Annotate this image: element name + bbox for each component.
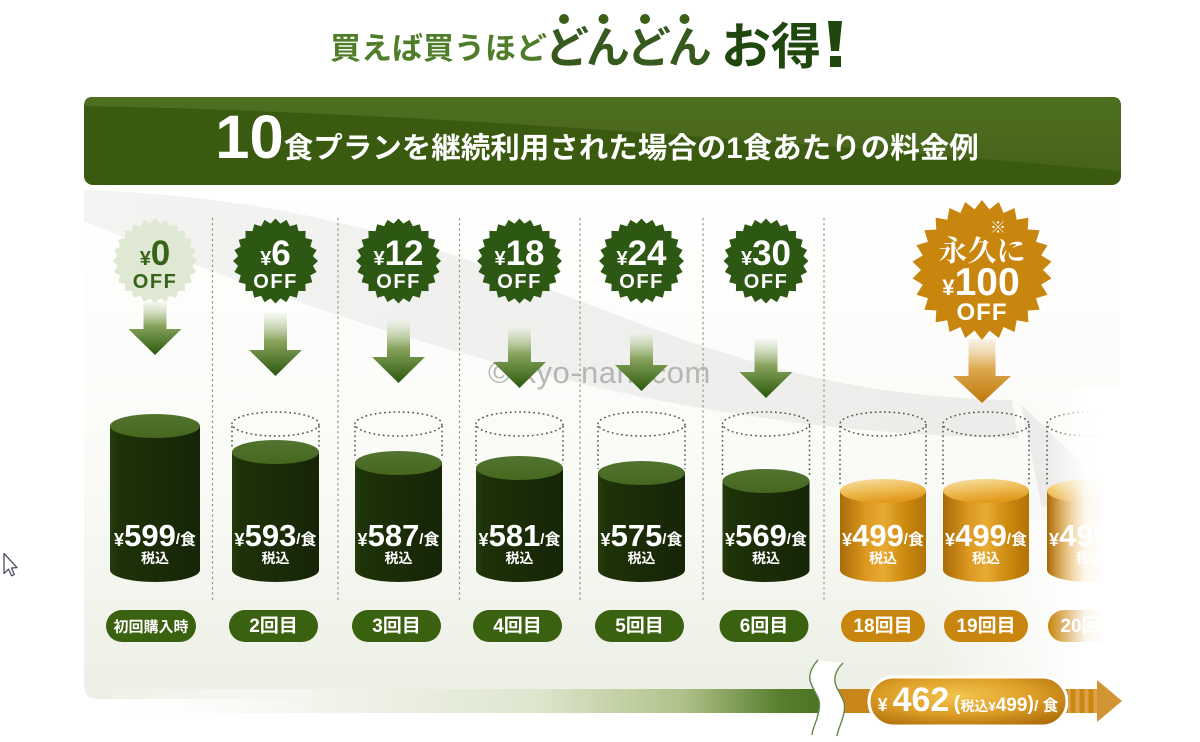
svg-text:¥: ¥ xyxy=(741,248,753,270)
svg-text:¥: ¥ xyxy=(942,275,955,300)
svg-text:OFF: OFF xyxy=(957,299,1008,326)
svg-text:/: / xyxy=(176,531,181,548)
svg-text:¥: ¥ xyxy=(842,530,852,550)
svg-text:18: 18 xyxy=(506,234,545,273)
svg-text:2: 2 xyxy=(249,616,260,637)
svg-text:599: 599 xyxy=(124,518,176,553)
svg-text:499: 499 xyxy=(996,695,1028,716)
svg-text:¥: ¥ xyxy=(358,530,368,550)
svg-text:19: 19 xyxy=(956,616,977,637)
svg-text:3: 3 xyxy=(372,616,383,637)
svg-text:6: 6 xyxy=(740,616,751,637)
svg-text:OFF: OFF xyxy=(497,271,542,293)
svg-text:18: 18 xyxy=(853,616,874,637)
svg-text:¥: ¥ xyxy=(495,248,507,270)
svg-text:6: 6 xyxy=(271,234,290,273)
svg-text:/: / xyxy=(419,531,424,548)
svg-text:/: / xyxy=(662,531,667,548)
svg-text:12: 12 xyxy=(385,234,424,273)
svg-text:¥: ¥ xyxy=(235,530,245,550)
svg-text:OFF: OFF xyxy=(133,271,178,293)
svg-text:¥: ¥ xyxy=(989,699,997,714)
svg-text:499: 499 xyxy=(852,518,904,553)
svg-text:OFF: OFF xyxy=(253,271,297,293)
svg-text:569: 569 xyxy=(735,518,787,553)
svg-text:575: 575 xyxy=(611,518,663,553)
svg-text:): ) xyxy=(1027,693,1034,715)
svg-text:¥: ¥ xyxy=(617,248,629,270)
svg-text:5: 5 xyxy=(615,616,626,637)
svg-text:¥: ¥ xyxy=(945,530,955,550)
svg-text:/: / xyxy=(904,531,909,548)
svg-text:¥: ¥ xyxy=(601,530,611,550)
svg-text:¥: ¥ xyxy=(479,530,489,550)
svg-text:30: 30 xyxy=(752,234,791,273)
svg-text:(: ( xyxy=(954,693,961,715)
svg-text:¥: ¥ xyxy=(725,530,735,550)
svg-text:¥: ¥ xyxy=(140,248,152,270)
svg-text:1: 1 xyxy=(726,132,742,165)
svg-text:593: 593 xyxy=(245,518,297,553)
svg-text:/: / xyxy=(296,531,301,548)
svg-text:¥: ¥ xyxy=(878,695,888,715)
svg-text:/: / xyxy=(540,531,545,548)
svg-text:OFF: OFF xyxy=(619,271,664,293)
svg-text:4: 4 xyxy=(493,616,504,637)
svg-text:100: 100 xyxy=(955,261,1020,304)
svg-text:10: 10 xyxy=(215,103,283,172)
svg-text:OFF: OFF xyxy=(744,271,789,293)
svg-text:OFF: OFF xyxy=(376,271,421,293)
svg-text:0: 0 xyxy=(151,234,170,273)
svg-text:¥: ¥ xyxy=(374,248,386,270)
svg-text:/: / xyxy=(1007,531,1012,548)
svg-text:462: 462 xyxy=(893,681,950,719)
svg-text:/: / xyxy=(1034,698,1039,715)
svg-text:499: 499 xyxy=(955,518,1007,553)
svg-text:587: 587 xyxy=(368,518,420,553)
svg-text:¥: ¥ xyxy=(114,530,124,550)
svg-text:/: / xyxy=(787,531,792,548)
svg-text:581: 581 xyxy=(489,518,541,553)
svg-text:¥: ¥ xyxy=(260,248,272,270)
svg-text:24: 24 xyxy=(628,234,667,273)
